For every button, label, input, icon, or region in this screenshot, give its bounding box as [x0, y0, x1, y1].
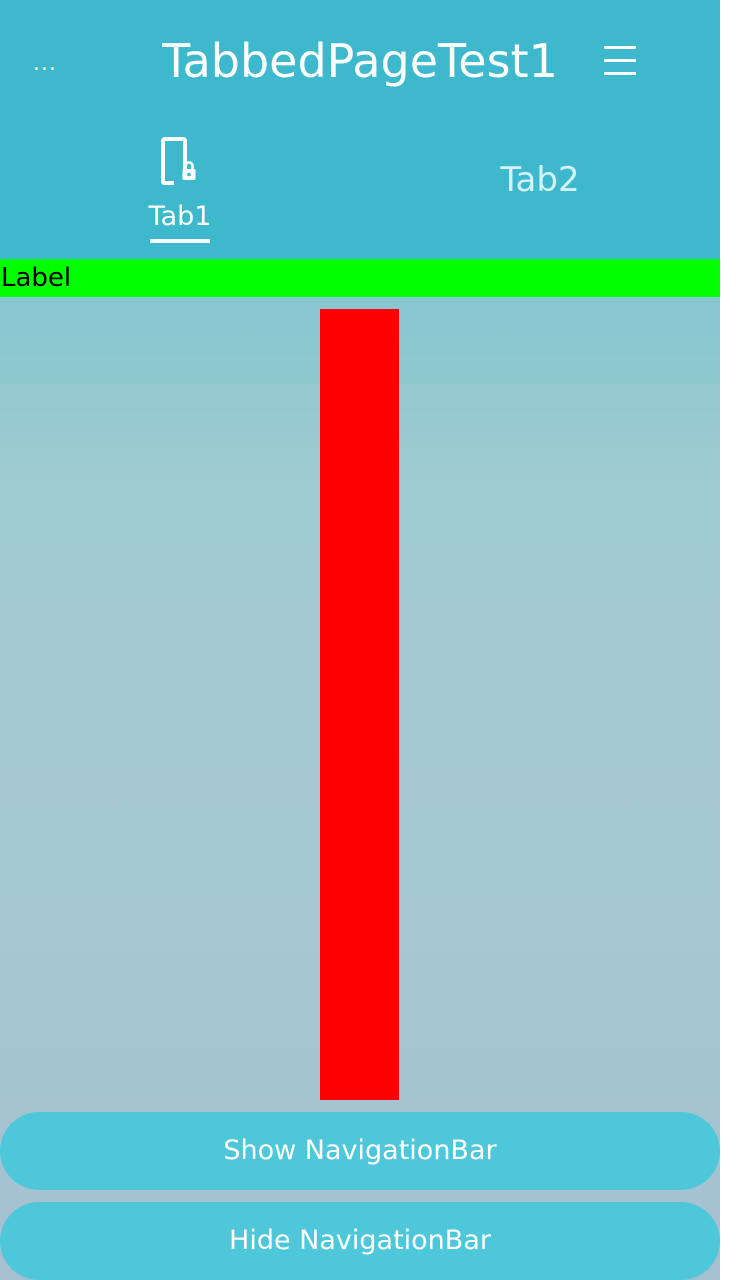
tab-label-tab1: Tab1 — [148, 201, 212, 232]
red-box-view — [320, 309, 399, 1100]
hamburger-menu-icon[interactable] — [600, 42, 640, 80]
app-header: ... TabbedPageTest1 Tab1 Tab2 — [0, 0, 720, 259]
tab-tab2[interactable]: Tab2 — [450, 120, 630, 259]
tab-selected-indicator — [150, 239, 210, 243]
app-window: ... TabbedPageTest1 Tab1 Tab2 Label — [0, 0, 720, 1280]
more-options-icon[interactable]: ... — [33, 51, 57, 76]
show-navigationbar-button[interactable]: Show NavigationBar — [0, 1112, 720, 1190]
tab-label-tab2: Tab2 — [500, 160, 580, 200]
tab-content-area: Label Show NavigationBar Hide Navigation… — [0, 259, 720, 1280]
page-title: TabbedPageTest1 — [162, 34, 558, 88]
label-text: Label — [0, 259, 720, 297]
tab-tab1[interactable]: Tab1 — [90, 120, 270, 259]
phone-lock-icon — [161, 137, 196, 185]
hide-navigationbar-button[interactable]: Hide NavigationBar — [0, 1202, 720, 1280]
